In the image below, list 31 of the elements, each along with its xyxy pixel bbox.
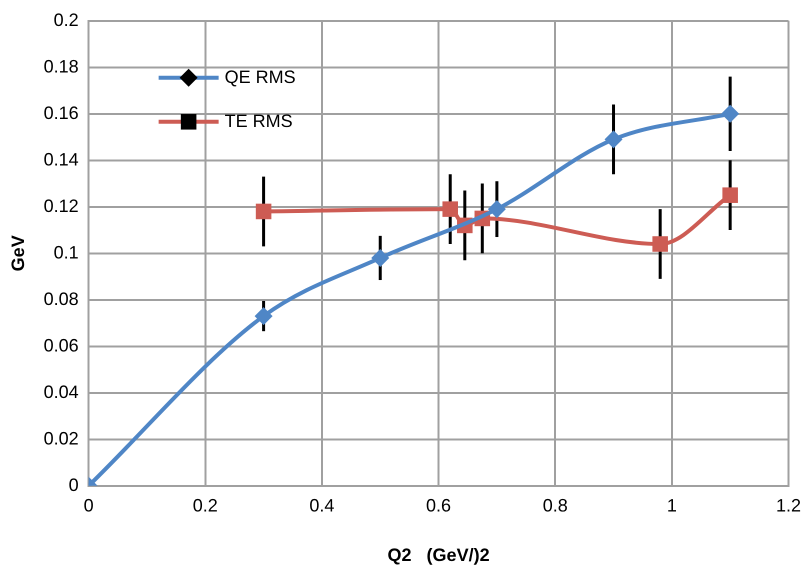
- y-tick-label: 0.02: [44, 428, 79, 448]
- x-tick-label: 0: [84, 496, 94, 516]
- point: [256, 204, 272, 220]
- x-tick-label: 0.4: [309, 496, 334, 516]
- point: [652, 236, 668, 252]
- point: [722, 187, 738, 203]
- point: [488, 200, 506, 218]
- point: [371, 248, 390, 267]
- y-tick-label: 0.2: [54, 10, 79, 30]
- x-tick-label: 0.2: [192, 496, 218, 516]
- x-tick-label: 1.2: [776, 496, 802, 516]
- y-tick-label: 0.04: [44, 382, 79, 402]
- point: [442, 201, 458, 217]
- x-tick-label: 0.6: [426, 496, 452, 516]
- y-tick-label: 0.06: [44, 335, 79, 356]
- legend-label: QE RMS: [224, 66, 296, 87]
- y-tick-label: 0.1: [54, 242, 79, 262]
- point: [254, 307, 273, 326]
- y-tick-label: 0.08: [44, 288, 79, 309]
- y-tick-label: 0.18: [44, 56, 79, 76]
- x-axis-title: Q2 (GeV/)2: [388, 545, 490, 566]
- y-tick-label: 0.14: [44, 149, 79, 170]
- legend-label: TE RMS: [224, 110, 293, 131]
- y-tick-label: 0.12: [44, 196, 79, 216]
- point: [721, 104, 740, 123]
- x-tick-label: 0.8: [542, 496, 568, 516]
- y-tick-label: 0.16: [44, 102, 79, 123]
- point: [604, 130, 623, 148]
- y-tick-label: 0: [68, 474, 79, 495]
- y-axis-title: GeV: [8, 235, 28, 272]
- x-tick-label: 1: [666, 496, 677, 516]
